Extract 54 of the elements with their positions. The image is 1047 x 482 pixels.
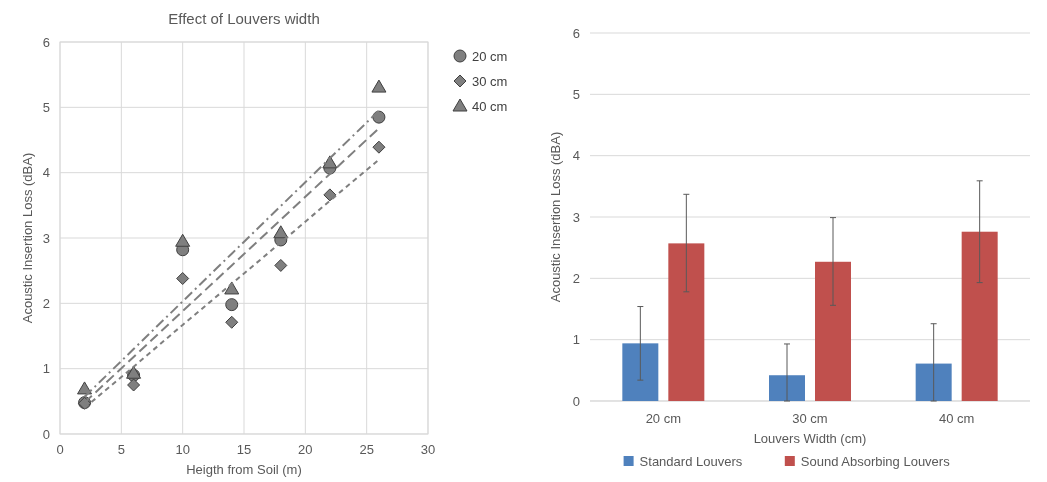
x-tick-label: 25	[359, 442, 374, 457]
x-tick-label: 0	[56, 442, 64, 457]
y-tick-label: 2	[42, 295, 50, 311]
point	[77, 381, 93, 395]
bar	[961, 231, 998, 401]
point	[371, 79, 387, 93]
point	[224, 281, 240, 295]
point	[322, 155, 338, 169]
x-axis-title: Heigth from Soil (m)	[186, 462, 302, 477]
legend-label: Sound Absorbing Louvers	[800, 453, 951, 469]
x-tick-label: 10	[175, 442, 190, 457]
point	[274, 258, 288, 272]
y-tick-label: 2	[572, 270, 580, 286]
x-tick-label: 30 cm	[792, 411, 828, 426]
y-tick-label: 1	[572, 332, 580, 348]
y-axis-title: Acoustic Insertion Loss (dBA)	[548, 131, 563, 303]
y-tick-label: 6	[572, 25, 580, 41]
y-tick-label: 1	[42, 361, 50, 377]
y-tick-label: 5	[42, 99, 50, 115]
y-tick-label: 0	[572, 393, 580, 409]
legend-label: 20 cm	[472, 48, 508, 64]
y-tick-label: 3	[572, 209, 580, 225]
bar	[668, 243, 705, 401]
x-tick-label: 5	[117, 442, 125, 457]
y-tick-label: 5	[572, 86, 580, 102]
x-tick-label: 20 cm	[645, 411, 682, 426]
y-tick-label: 3	[42, 230, 50, 246]
y-tick-label: 4	[42, 165, 50, 181]
bar	[915, 363, 952, 401]
y-tick-label: 4	[572, 148, 580, 164]
point	[372, 140, 386, 154]
x-tick-label: 30	[420, 442, 436, 457]
x-tick-label: 15	[236, 442, 252, 457]
legend-label: 30 cm	[472, 73, 508, 89]
chart-title: Effect of Louvers width	[168, 10, 320, 27]
point	[273, 225, 289, 239]
y-axis-title: Acoustic Insertion Loss (dBA)	[20, 152, 35, 324]
x-tick-label: 20	[298, 442, 313, 457]
legend-label: Standard Louvers	[639, 453, 743, 469]
x-tick-label: 40 cm	[938, 411, 975, 426]
legend-label: 40 cm	[472, 98, 508, 114]
point	[127, 378, 141, 392]
point	[175, 233, 191, 247]
bar	[815, 261, 851, 401]
y-tick-label: 0	[42, 426, 50, 442]
y-tick-label: 6	[42, 34, 50, 50]
point	[225, 298, 239, 312]
point	[372, 110, 386, 124]
point	[225, 315, 239, 329]
point	[176, 272, 190, 286]
x-axis-title: Louvers Width (cm)	[753, 431, 867, 446]
bar	[769, 375, 805, 401]
point	[323, 188, 337, 202]
bar	[622, 343, 659, 401]
